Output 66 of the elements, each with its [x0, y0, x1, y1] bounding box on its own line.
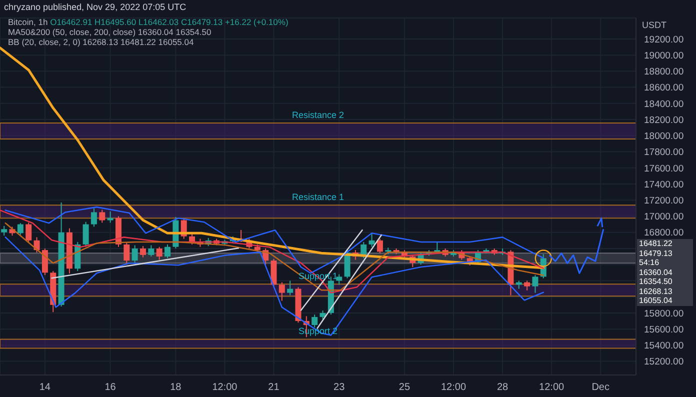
candlestick — [82, 221, 89, 248]
candlestick — [524, 280, 530, 291]
y-tick-label: 18400.00 — [644, 98, 684, 110]
line-series — [4, 236, 544, 336]
text: 16354.50 — [637, 277, 693, 286]
x-tick-label: 25 — [398, 382, 410, 394]
chart-subtitle: O16462.91 H16495.60 L16462.03 C16479.13 +16.22 (+0.10%) — [50, 17, 288, 27]
text: 16481.22 — [637, 239, 693, 248]
y-tick-label: 15800.00 — [644, 308, 684, 320]
x-tick-label: 21 — [268, 382, 280, 394]
candlestick — [148, 244, 154, 258]
candlestick — [336, 274, 342, 286]
candlestick — [90, 208, 97, 228]
y-tick-label: 16800.00 — [644, 228, 684, 239]
candlestick — [1, 225, 8, 236]
candlestick — [156, 246, 162, 260]
candlestick — [278, 282, 285, 302]
candlestick — [26, 222, 32, 243]
text: chryzano published, Nov 29, 2022 07:05 UTC — [4, 2, 186, 12]
candlestick — [368, 232, 375, 248]
y-tick-label: 17200.00 — [644, 196, 684, 206]
text: 16268.13 — [637, 286, 693, 296]
candlestick — [164, 244, 171, 259]
annotation: MA50&200 (50, close, 200, close) 16360.04 16354.50 — [8, 27, 212, 37]
text: 16479.13 — [637, 248, 693, 258]
candlestick — [99, 209, 106, 224]
candlestick — [312, 314, 318, 328]
candlestick — [140, 246, 146, 258]
x-tick-label: 12:00 — [212, 382, 238, 394]
y-tick-label: 19000.00 — [644, 50, 684, 62]
y-tick-label: 15400.00 — [644, 340, 684, 352]
candlestick — [107, 210, 114, 224]
y-tick-label: 18000.00 — [644, 131, 684, 142]
candlestick — [376, 238, 383, 254]
candlestick — [532, 274, 538, 294]
y-tick-label: 17600.00 — [644, 163, 684, 174]
band-label: Resistance 2 — [292, 110, 344, 120]
band-label: Resistance 1 — [292, 192, 344, 202]
x-tick-label: Dec — [592, 382, 610, 394]
y-axis-title: USDT — [642, 20, 666, 30]
candlestick — [132, 244, 138, 264]
y-tick-label: 17000.00 — [644, 212, 684, 223]
x-tick-label: 12:00 — [539, 382, 565, 394]
y-tick-label: 18200.00 — [644, 114, 684, 126]
y-tick-label: 19200.00 — [644, 34, 684, 46]
y-tick-label: 17400.00 — [644, 179, 684, 190]
candlestick — [17, 222, 24, 236]
candlestick — [287, 280, 294, 296]
y-tick-label: 15600.00 — [644, 324, 684, 336]
x-tick-label: 28 — [496, 382, 509, 394]
x-tick-label: 12:00 — [440, 382, 466, 394]
chart-title: Bitcoin, 1h — [8, 17, 48, 27]
candlestick — [42, 248, 48, 276]
text: 54:16 — [637, 258, 693, 268]
y-tick-label: 18800.00 — [644, 66, 684, 78]
x-tick-label: 16 — [104, 382, 116, 394]
y-tick-label: 17800.00 — [644, 147, 684, 158]
text: 16360.04 — [637, 268, 693, 277]
candlestick — [124, 242, 130, 266]
text: 16055.04 — [637, 296, 693, 306]
x-tick-label: 14 — [39, 382, 51, 394]
y-tick-label: 18600.00 — [644, 82, 684, 94]
x-tick-label: 23 — [334, 382, 346, 394]
x-tick-label: 18 — [170, 382, 182, 394]
annotation: BB (20, close, 2, 0) 16268.13 16481.22 16055.04 — [8, 37, 195, 47]
y-tick-label: 15200.00 — [644, 356, 684, 368]
